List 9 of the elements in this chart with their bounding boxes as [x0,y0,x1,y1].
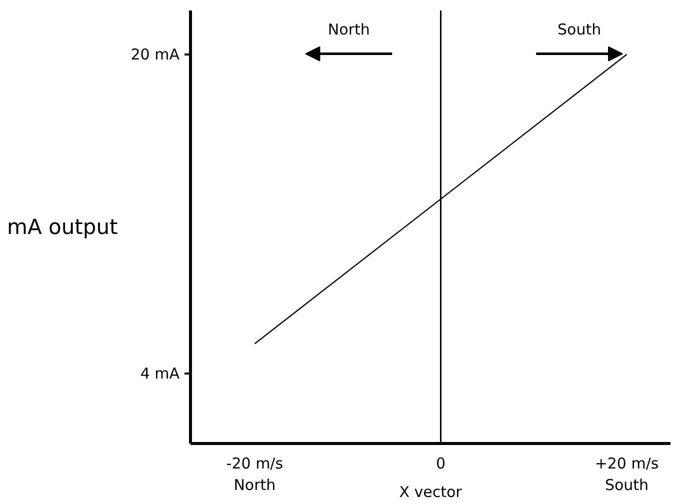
x-tick-label: 0 [436,454,446,472]
annotation: South [558,20,602,39]
x-tick-label: -20 m/s North [226,454,284,494]
y-axis-title: mA output [7,215,118,239]
x-tick-label: +20 m/s South [594,454,659,494]
annotation: North [328,20,370,39]
x-axis-title: X vector [399,483,463,502]
y-tick-label: 20 mA [130,45,180,64]
y-tick-label: 4 mA [140,364,180,383]
